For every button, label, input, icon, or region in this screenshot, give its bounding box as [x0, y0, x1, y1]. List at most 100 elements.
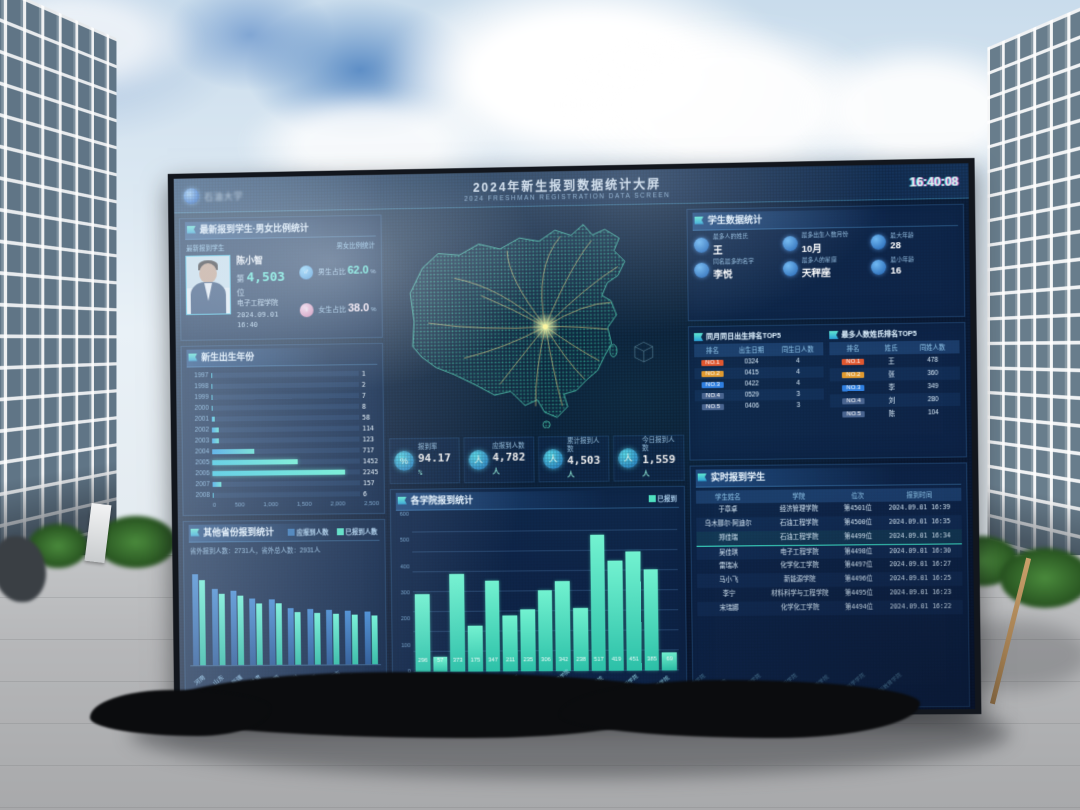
flag-icon: [398, 496, 407, 504]
legend-swatch: [336, 527, 344, 535]
flag-icon: [191, 528, 200, 536]
panel-latest-student: 最新报到学生·男女比例统计 最新报到学生 男女比例统计: [179, 214, 383, 341]
bar-value: 342: [558, 657, 569, 664]
table-row: 宋瑞娜 化学化工学院 第4494位 2024.09.01 16:22: [697, 599, 963, 616]
table-cell: 360: [905, 366, 960, 381]
china-map-svg: [391, 212, 679, 429]
college-bar-column: 373: [449, 514, 466, 672]
college-cell: 新能源学院: [760, 573, 839, 588]
bar-value: 211: [505, 657, 516, 664]
kpi-unit: 人: [567, 471, 575, 480]
bar: [467, 625, 483, 672]
table-cell: NO.4: [829, 393, 878, 408]
rank-badge: NO.4: [842, 398, 865, 405]
bar-value: 114: [362, 424, 374, 433]
stat-icon: [694, 262, 710, 278]
province-chart: [188, 556, 381, 667]
student-name-cell: 吴佳琪: [696, 545, 761, 561]
table-cell: 280: [906, 392, 961, 407]
year-label: 2005: [195, 459, 210, 467]
axis-tick: 600: [399, 511, 409, 518]
panel-birth-year: 新生出生年份 1997 1 1998 2 1999 7 2000 8 2001 58 2002 114…: [180, 342, 386, 516]
flag-icon: [187, 225, 196, 233]
column-header: 学生姓名: [695, 489, 760, 504]
bar-track: [212, 458, 360, 466]
column-header: 报到时间: [877, 487, 962, 502]
college-bar-column: 296: [414, 514, 431, 672]
kpi-text: 报到率 94.17 %: [418, 443, 455, 478]
kpi-unit: 人: [492, 468, 500, 477]
axis-tick: 100: [401, 642, 411, 649]
college-cell: 材料科学与工程学院: [771, 590, 829, 598]
bar-value: 717: [362, 445, 375, 454]
axis-tick: 2,500: [364, 501, 380, 508]
top5-birthday: 同月同日出生排名TOP5 排名 出生日期 同生日人数 NO.1 0324 4 NO.2 041…: [694, 328, 824, 422]
bar-value: 57: [437, 657, 444, 664]
china-map: [386, 209, 684, 433]
kpi-value: 4,782 人: [492, 450, 526, 477]
bar-track: [211, 371, 359, 379]
panel-title-text: 实时报到学生: [710, 471, 766, 483]
bar-value: 175: [470, 657, 481, 664]
bar: [212, 448, 255, 455]
table-cell: 4: [796, 357, 800, 365]
bar-value: 451: [629, 656, 639, 663]
time-cell: 2024.09.01 16:39: [888, 504, 951, 512]
college-bar-column: 419: [607, 512, 624, 671]
origin-point: [543, 324, 549, 330]
panel-title-text: 新生出生年份: [201, 351, 255, 363]
bar-value: 6: [363, 489, 368, 498]
student-name-cell: 李宁: [722, 590, 736, 598]
bar: [230, 591, 238, 666]
college-bar-column: 57: [431, 514, 448, 672]
table-cell: 张: [876, 367, 906, 381]
time-cell: 2024.09.01 16:35: [877, 514, 962, 530]
stat-cell: 最多出生人数月份 10月: [782, 232, 868, 255]
table-cell: 陈: [888, 410, 896, 418]
stat-cell: 最多人的星座 天秤座: [782, 256, 868, 279]
rank-badge: NO.4: [701, 392, 725, 400]
table-cell: 李: [888, 384, 895, 392]
bar: [364, 611, 371, 665]
bar-value: 235: [523, 657, 534, 664]
axis-tick: 500: [234, 502, 245, 509]
college-cell: 电子工程学院: [760, 544, 839, 560]
college-bar-column: 211: [501, 514, 518, 672]
stat-text: 最小年龄 16: [891, 257, 915, 276]
bar: [211, 416, 216, 422]
black-tarp: [560, 680, 920, 738]
rank-badge: NO.1: [842, 358, 865, 366]
bar: [306, 609, 314, 665]
stat-label: 最多出生人数月份: [801, 232, 849, 239]
table-cell: NO.3: [695, 379, 732, 391]
kpi-text: 应报到人数 4,782 人: [492, 442, 529, 477]
bar: [199, 580, 207, 666]
student-info: 陈小智 第 4,503 位 电子工程学院 2024.09.01 16:40: [236, 254, 294, 331]
college-cell: 化学化工学院: [761, 600, 840, 616]
led-screen: 石油大学 2024年新生报到数据统计大屏 2024 FRESHMAN REGIS…: [167, 157, 982, 718]
kpi-icon: 人: [468, 449, 489, 471]
college-chart: 0100200300400500600 29657373175347211235…: [400, 512, 679, 675]
legend-swatch: [648, 494, 656, 502]
stat-value: 天秤座: [801, 267, 831, 280]
student-stats-grid: 最多人的姓氏王 最多出生人数月份 10月 最大年龄 28 同名最多的名字 李悦 最多人的星座天…: [693, 226, 959, 285]
rank-cell: 第4501位: [843, 504, 872, 513]
panel-top5: 同月同日出生排名TOP5 排名 出生日期 同生日人数 NO.1 0324 4 NO.2 041…: [687, 321, 967, 461]
bush: [1000, 548, 1080, 608]
bar-value: 7: [361, 391, 366, 400]
axis-tick: 2,000: [330, 501, 346, 508]
bar-value: 2: [361, 380, 366, 389]
student-name-cell: 马小飞: [696, 573, 761, 589]
bush: [96, 516, 176, 568]
bar: [643, 568, 660, 671]
kpi-card: 人今日报到人数 1,559 人: [612, 434, 685, 482]
bar-value: 69: [666, 656, 673, 663]
year-label: 2001: [194, 415, 209, 423]
taiwan: [608, 343, 617, 357]
bar-value: 123: [362, 434, 375, 444]
student-name: 陈小智: [236, 255, 263, 266]
axis-tick: 300: [400, 590, 410, 597]
right-column: 学生数据统计 最多人的姓氏王 最多出生人数月份 10月 最大年龄 28 同名最多的名字 李悦…: [686, 203, 971, 709]
birth-year-axis: 0 500 1,000 1,500 2,000 2,500: [213, 501, 379, 509]
cube-decoration: [635, 342, 653, 362]
